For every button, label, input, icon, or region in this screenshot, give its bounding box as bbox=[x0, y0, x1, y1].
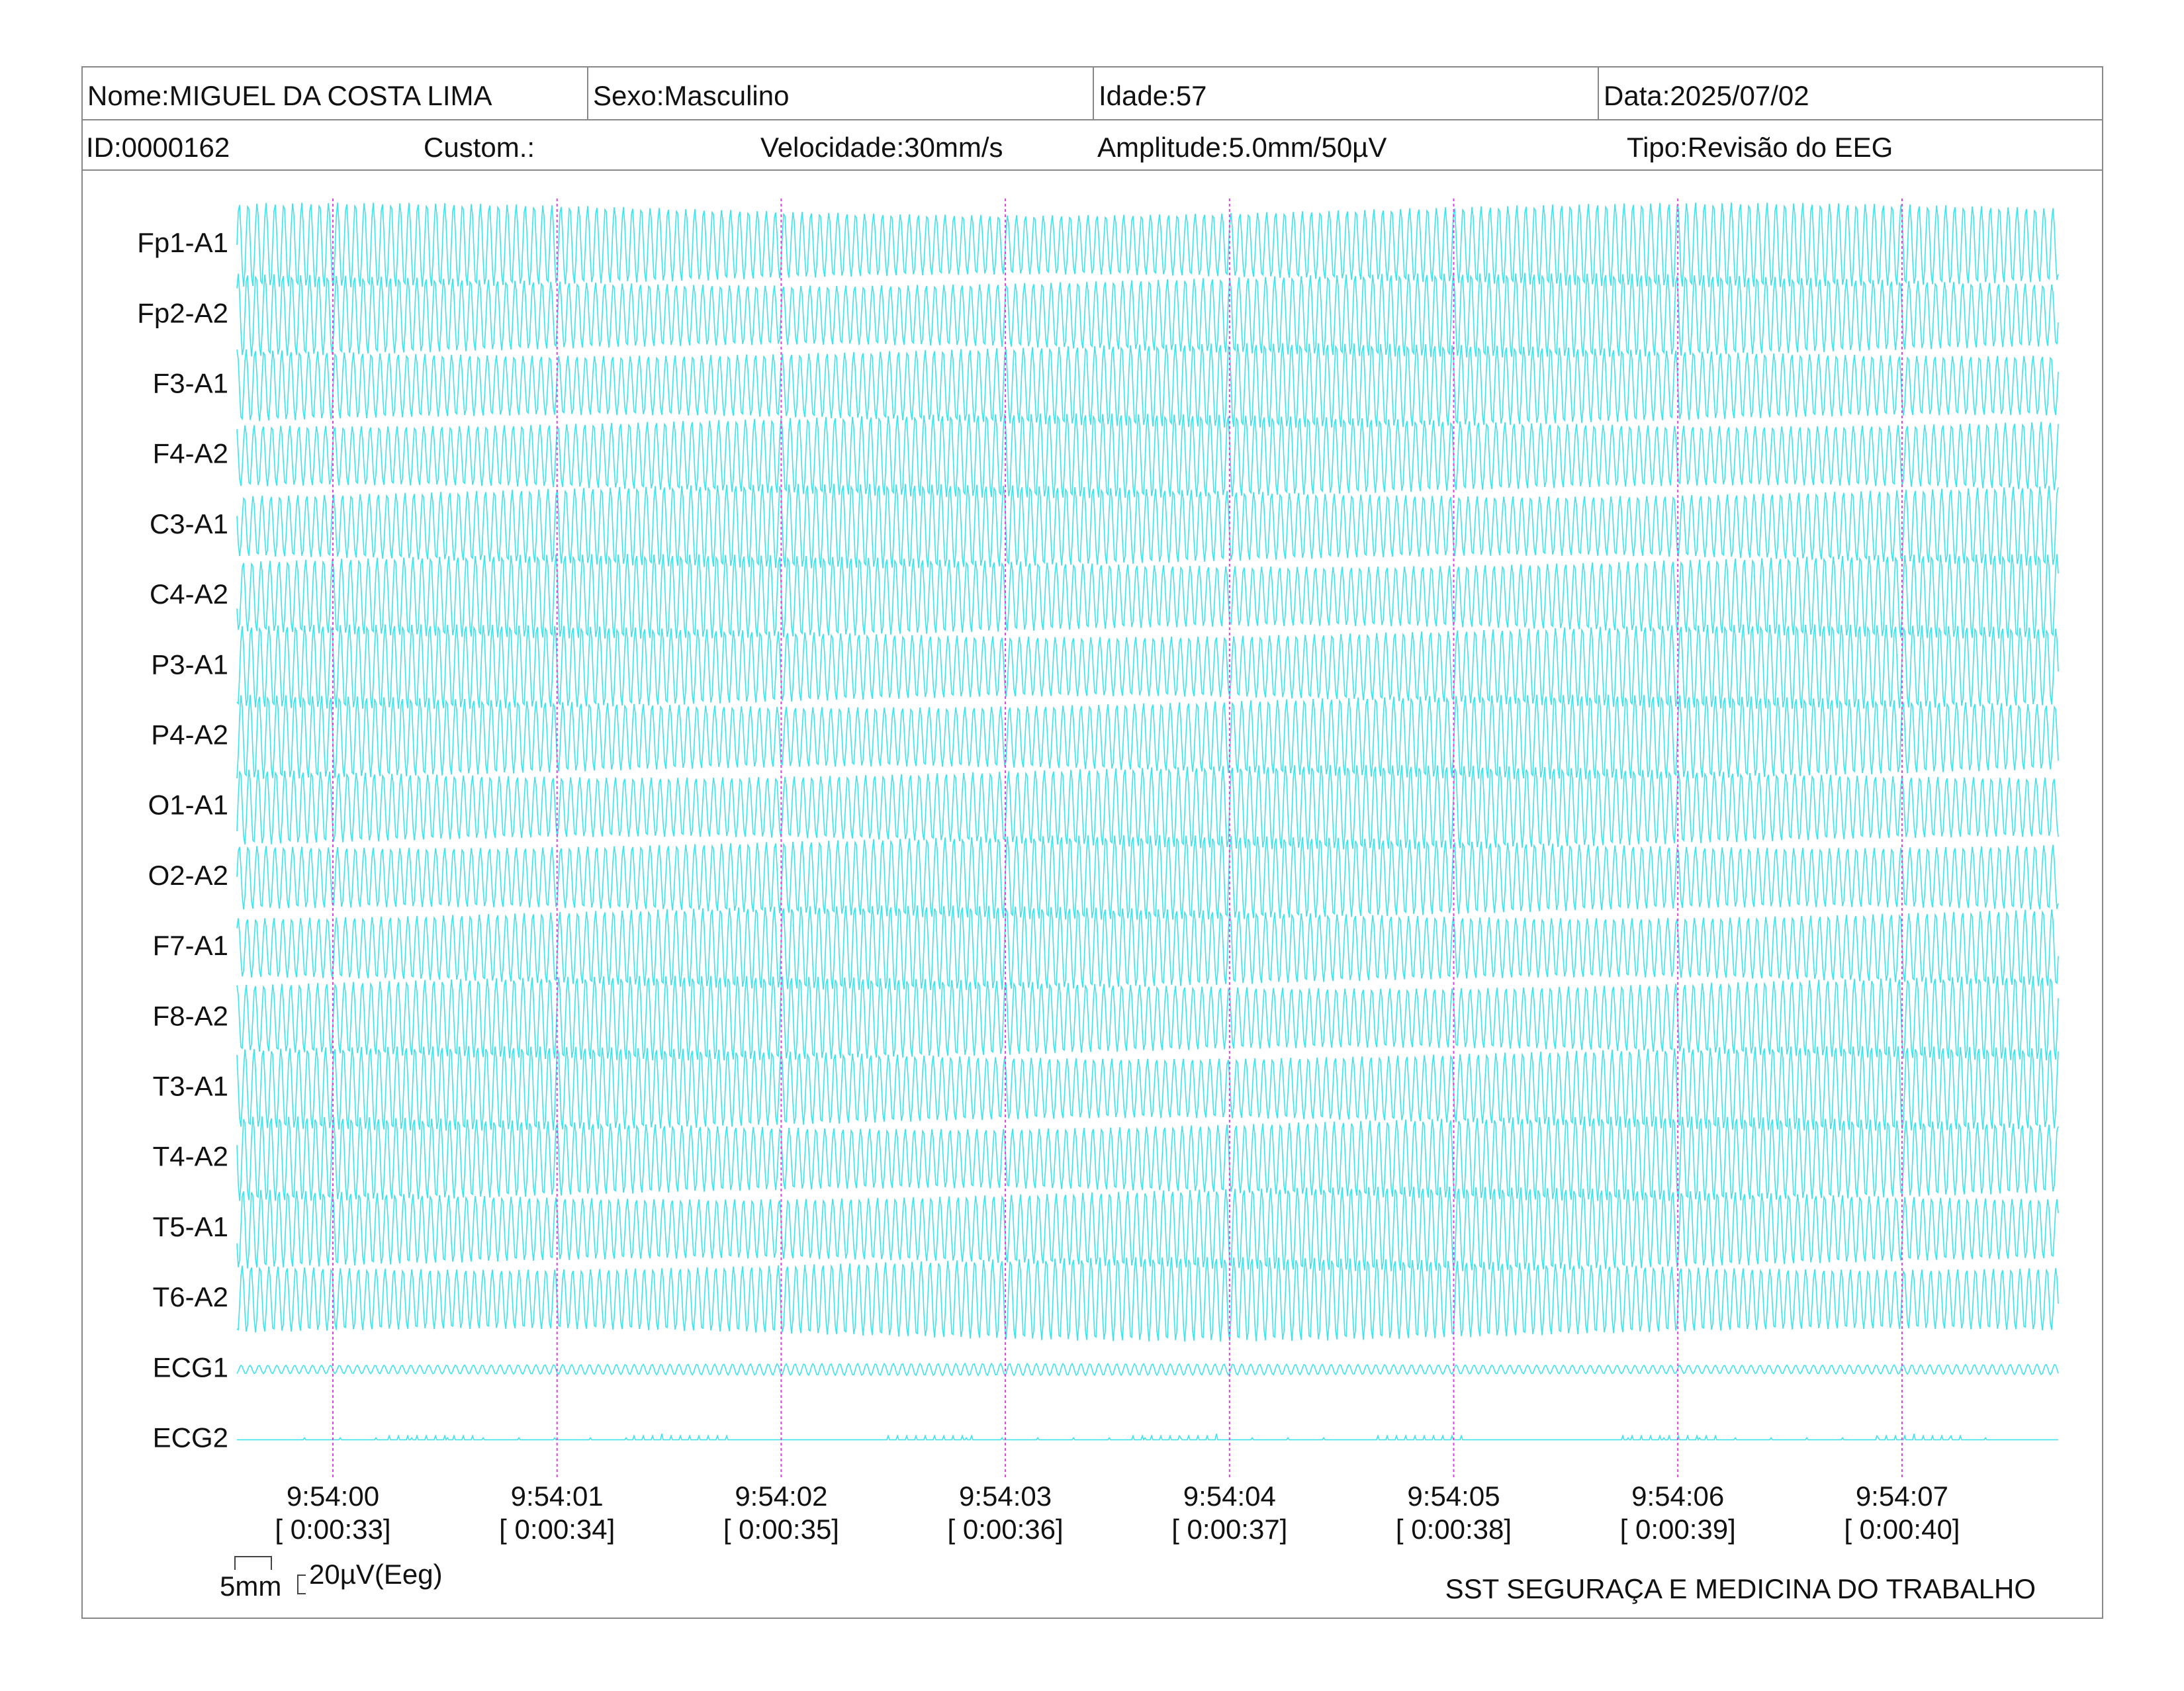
footer: SST SEGURAÇA E MEDICINA DO TRABALHO bbox=[1445, 1573, 2036, 1604]
scale-amplitude: 20µV(Eeg) bbox=[309, 1559, 443, 1590]
eeg-trace bbox=[236, 624, 2059, 709]
channel-label: C3-A1 bbox=[150, 508, 228, 539]
channel-label: Fp2-A2 bbox=[137, 297, 228, 328]
channel-label: T6-A2 bbox=[153, 1281, 228, 1312]
time-clock: 9:54:00 bbox=[287, 1481, 379, 1512]
time-clock: 9:54:03 bbox=[959, 1481, 1052, 1512]
time-elapsed: [ 0:00:33] bbox=[275, 1514, 390, 1545]
time-elapsed: [ 0:00:40] bbox=[1844, 1514, 1960, 1545]
time-marks: 9:54:00[ 0:00:33] 9:54:01[ 0:00:34] 9:54:0… bbox=[275, 199, 1960, 1545]
custom: Custom.: bbox=[424, 132, 535, 163]
channel-label: O1-A1 bbox=[148, 790, 228, 821]
patient-name: Nome:MIGUEL DA COSTA LIMA bbox=[87, 80, 492, 111]
channel-label: F8-A2 bbox=[153, 1000, 228, 1031]
patient-id: ID:0000162 bbox=[86, 132, 230, 163]
eeg-trace bbox=[236, 694, 2059, 780]
channel-label: T3-A1 bbox=[153, 1070, 228, 1101]
time-clock: 9:54:07 bbox=[1856, 1481, 1948, 1512]
channel-label: F4-A2 bbox=[153, 438, 228, 469]
time-elapsed: [ 0:00:37] bbox=[1171, 1514, 1287, 1545]
exam-date: Data:2025/07/02 bbox=[1604, 80, 1809, 111]
time-elapsed: [ 0:00:38] bbox=[1396, 1514, 1512, 1545]
channel-label: C4-A2 bbox=[150, 578, 228, 610]
eeg-trace bbox=[236, 1046, 2059, 1131]
patient-sex: Sexo:Masculino bbox=[593, 80, 789, 111]
time-clock: 9:54:04 bbox=[1183, 1481, 1276, 1512]
amplitude: Amplitude:5.0mm/50µV bbox=[1097, 132, 1387, 163]
eeg-trace bbox=[236, 1116, 2059, 1201]
time-elapsed: [ 0:00:35] bbox=[723, 1514, 839, 1545]
traces: Fp1-A1 Fp2-A2 F3-A1 F4-A2 C3-A1 C4-A2 P3-A1 P4-… bbox=[137, 203, 2059, 1453]
eeg-trace bbox=[236, 273, 2059, 358]
time-clock: 9:54:06 bbox=[1631, 1481, 1724, 1512]
channel-label: P3-A1 bbox=[151, 649, 228, 680]
eeg-trace bbox=[236, 764, 2059, 850]
eeg-trace bbox=[236, 554, 2059, 639]
eeg-trace bbox=[236, 483, 2059, 569]
channel-label: ECG2 bbox=[153, 1422, 228, 1453]
scale-length: 5mm bbox=[220, 1571, 281, 1602]
speed: Velocidade:30mm/s bbox=[760, 132, 1003, 163]
time-clock: 9:54:01 bbox=[511, 1481, 604, 1512]
eeg-trace bbox=[236, 1362, 2059, 1377]
eeg-trace bbox=[236, 1186, 2059, 1271]
eeg-trace bbox=[236, 1257, 2059, 1342]
eeg-trace bbox=[236, 976, 2059, 1061]
patient-age: Idade:57 bbox=[1099, 80, 1207, 111]
eeg-trace bbox=[237, 1434, 2058, 1441]
exam-type: Tipo:Revisão do EEG bbox=[1627, 132, 1893, 163]
eeg-trace bbox=[236, 835, 2059, 920]
channel-label: Fp1-A1 bbox=[137, 227, 228, 258]
scale-bracket bbox=[297, 1575, 306, 1594]
channel-label: F3-A1 bbox=[153, 367, 228, 398]
channel-label: T5-A1 bbox=[153, 1211, 228, 1242]
channel-label: T4-A2 bbox=[153, 1141, 228, 1172]
channel-label: ECG1 bbox=[153, 1351, 228, 1383]
eeg-trace bbox=[236, 413, 2059, 498]
channel-label: P4-A2 bbox=[151, 719, 228, 750]
eeg-trace bbox=[236, 905, 2059, 990]
time-elapsed: [ 0:00:36] bbox=[948, 1514, 1064, 1545]
eeg-trace bbox=[236, 203, 2059, 287]
time-elapsed: [ 0:00:39] bbox=[1620, 1514, 1736, 1545]
scale-bar bbox=[234, 1556, 272, 1570]
channel-label: F7-A1 bbox=[153, 930, 228, 961]
eeg-trace bbox=[236, 343, 2059, 428]
time-clock: 9:54:05 bbox=[1407, 1481, 1500, 1512]
channel-label: O2-A2 bbox=[148, 860, 228, 891]
frame bbox=[81, 66, 2103, 1619]
time-clock: 9:54:02 bbox=[735, 1481, 827, 1512]
time-elapsed: [ 0:00:34] bbox=[499, 1514, 615, 1545]
